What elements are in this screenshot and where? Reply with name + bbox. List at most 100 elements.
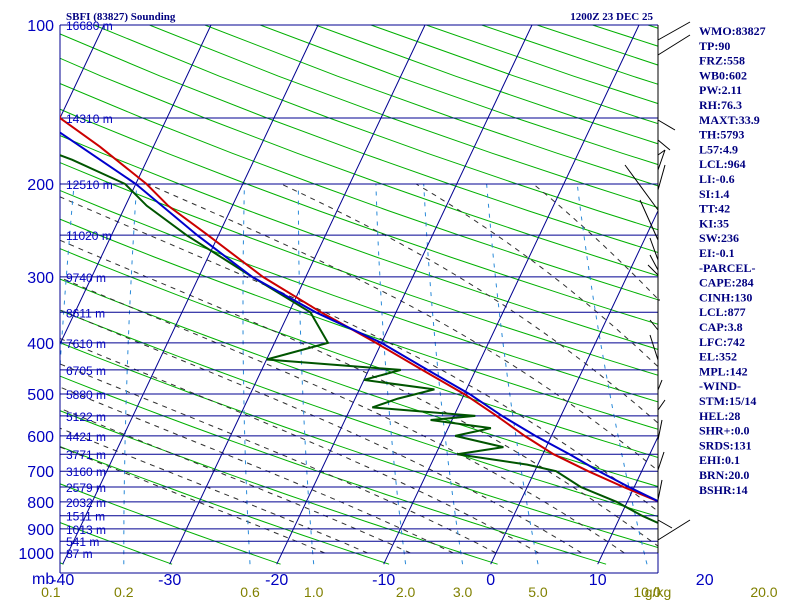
wind-barb <box>649 319 659 331</box>
dry-adiabat <box>60 134 658 350</box>
moist-adiabat <box>532 183 658 300</box>
temperature-tick-label: 10 <box>589 572 607 589</box>
height-label: 6705 m <box>66 364 106 378</box>
index-line: STM:15/14 <box>699 394 756 408</box>
wind-barb <box>657 139 671 151</box>
dry-adiabat <box>60 483 281 565</box>
isotherm <box>60 25 212 346</box>
wind-barb <box>657 34 691 56</box>
isotherm <box>383 25 640 565</box>
wind-barb <box>639 199 659 241</box>
mixing-ratio-label: 5.0 <box>528 584 548 600</box>
isotherm <box>276 25 533 565</box>
isotherm <box>490 209 658 565</box>
dry-adiabat <box>60 309 658 518</box>
temperature-tick-label: -20 <box>265 572 288 589</box>
mixing-ratio-line <box>123 183 138 565</box>
height-label: 87 m <box>66 547 93 561</box>
moist-adiabat <box>147 183 658 472</box>
mixing-ratio-unit: g/kg <box>645 584 671 600</box>
dry-adiabat <box>60 562 64 565</box>
mixing-ratio-line <box>576 183 648 565</box>
wind-barb <box>657 519 691 541</box>
mixing-ratio-line <box>423 183 464 565</box>
pressure-tick-label: 200 <box>27 177 54 194</box>
index-line: TP:90 <box>699 39 730 53</box>
pressure-tick-label: 300 <box>27 270 54 287</box>
height-label: 7610 m <box>66 337 106 351</box>
mixing-ratio-label: 20.0 <box>750 584 777 600</box>
mixing-ratio-label: 1.0 <box>304 584 324 600</box>
dry-adiabat <box>60 218 658 430</box>
mixing-ratio-line <box>486 183 539 565</box>
dry-adiabat <box>60 522 173 565</box>
dry-adiabat <box>60 108 658 325</box>
pressure-tick-label: 400 <box>27 336 54 353</box>
index-line: EI:-0.1 <box>699 246 735 260</box>
isotherm <box>62 25 319 565</box>
mixing-ratio-line <box>375 183 407 565</box>
wind-barb <box>649 334 659 361</box>
index-line: EL:352 <box>699 350 737 364</box>
pressure-unit-label: mb <box>32 571 54 588</box>
height-label: 541 m <box>66 535 99 549</box>
dry-adiabat <box>60 375 607 565</box>
dry-adiabat <box>60 248 658 458</box>
index-line: LCL:877 <box>699 305 746 319</box>
wind-barb <box>657 119 676 131</box>
height-label: 5122 m <box>66 410 106 424</box>
index-line: -PARCEL- <box>699 261 755 275</box>
wind-barb <box>657 419 663 441</box>
wind-barb <box>657 451 665 471</box>
height-label: 3160 m <box>66 465 106 479</box>
index-line: BSHR:14 <box>699 483 748 497</box>
index-line: TH:5793 <box>699 128 744 142</box>
height-label: 11020 m <box>66 229 112 243</box>
moist-adiabat <box>280 183 658 424</box>
temperature-tick-label: -30 <box>158 572 181 589</box>
isotherm <box>60 25 105 120</box>
mixing-ratio-label: 0.6 <box>240 584 260 600</box>
wind-barb <box>647 264 659 276</box>
temperature-tick-label: -10 <box>372 572 395 589</box>
index-line: L57:4.9 <box>699 142 738 156</box>
wind-barb <box>657 164 666 191</box>
index-line: SHR+:0.0 <box>699 424 750 438</box>
dry-adiabat <box>60 342 658 549</box>
pressure-tick-label: 900 <box>27 522 54 539</box>
index-line: CAPE:284 <box>699 276 754 290</box>
index-line: LI:-0.6 <box>699 172 735 186</box>
height-label: 3771 m <box>66 448 106 462</box>
dry-adiabat <box>60 410 498 565</box>
wind-barb <box>657 479 663 501</box>
index-line: FRZ:558 <box>699 54 745 68</box>
background-lines <box>60 25 658 565</box>
temperature-tick-label: 0 <box>486 572 495 589</box>
height-label: 9740 m <box>66 271 106 285</box>
index-line: WMO:83827 <box>699 24 766 38</box>
dry-adiabat <box>93 25 658 231</box>
index-line: BRN:20.0 <box>699 468 749 482</box>
wind-barb <box>657 379 663 391</box>
series-temperature-line <box>60 112 658 503</box>
grid-lines <box>59 24 659 574</box>
wind-barb <box>649 237 659 261</box>
isotherm <box>169 25 426 565</box>
dry-adiabat <box>60 162 658 376</box>
index-line: LFC:742 <box>699 335 745 349</box>
index-line: PW:2.11 <box>699 83 742 97</box>
mixing-ratio-label: 0.2 <box>114 584 134 600</box>
mixing-ratio-line <box>242 183 251 565</box>
temperature-ticks: -80-70-60-50-40-30-20-10010203040 <box>51 572 714 589</box>
height-label: 4421 m <box>66 430 106 444</box>
index-line: MPL:142 <box>699 364 748 378</box>
mixing-ratio-label: 0.1 <box>41 584 61 600</box>
series-layer <box>60 112 658 525</box>
height-label: 8611 m <box>66 306 105 320</box>
mixing-ratio-line <box>297 183 315 565</box>
index-line: HEL:28 <box>699 409 740 423</box>
dry-adiabat <box>60 278 658 488</box>
wind-barb <box>649 254 659 271</box>
index-line: MAXT:33.9 <box>699 113 760 127</box>
